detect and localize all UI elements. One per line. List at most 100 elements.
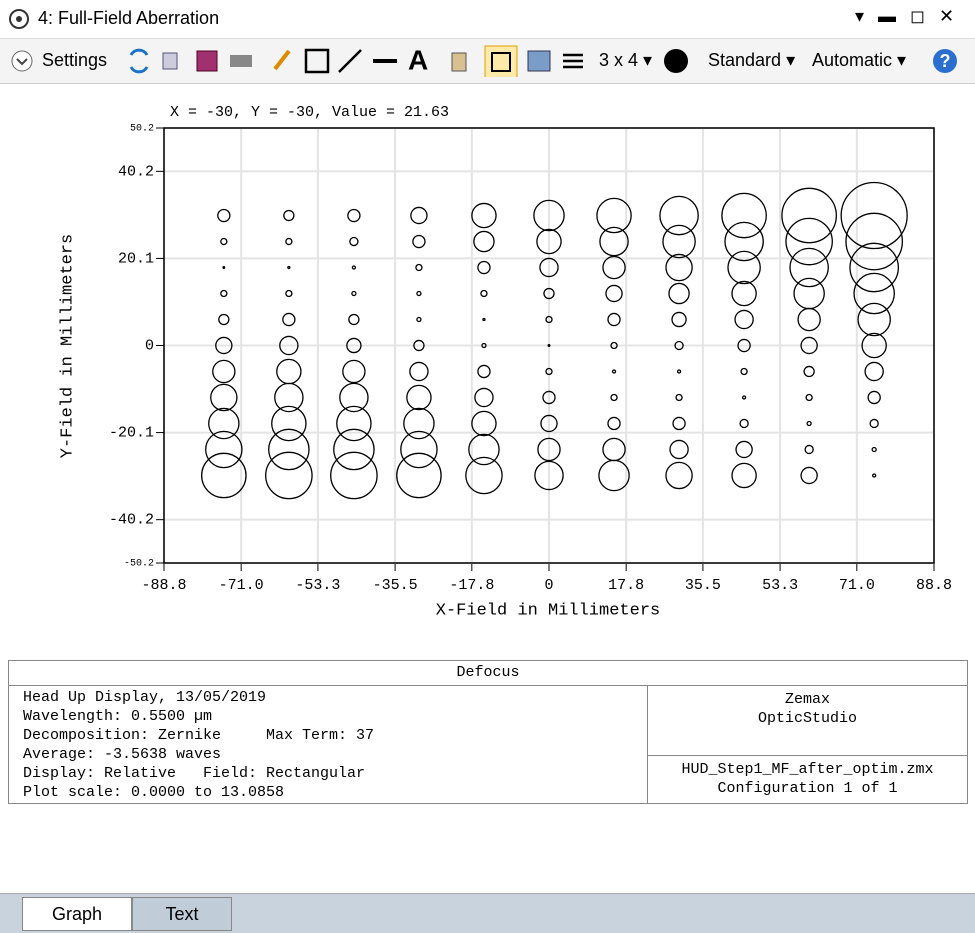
bubble (533, 199, 565, 232)
y-tick-label: -40.2 (109, 512, 154, 529)
x-tick-label: -35.5 (373, 577, 418, 594)
print-icon[interactable] (230, 55, 252, 67)
rotate-icon[interactable] (664, 49, 688, 73)
bubble (413, 339, 425, 352)
layers-icon[interactable] (563, 53, 583, 69)
x-tick-label: 35.5 (685, 577, 721, 594)
x-tick-label: 71.0 (839, 577, 875, 594)
bubble (662, 224, 696, 259)
bubble (471, 410, 497, 437)
bubble (674, 340, 684, 351)
bubble (731, 462, 757, 489)
bubble (218, 313, 230, 326)
chart: X = -30, Y = -30, Value = 21.63 X-Field … (58, 104, 952, 621)
bubble (731, 280, 757, 307)
bubble (869, 418, 879, 429)
settings-button[interactable]: Settings (42, 50, 108, 70)
bubble (400, 430, 438, 469)
bubble (840, 181, 908, 250)
bubble (668, 282, 690, 305)
save-icon[interactable] (196, 50, 218, 72)
tab[interactable]: Text (132, 897, 232, 931)
bubble (285, 237, 293, 246)
bubble (805, 393, 813, 402)
scale-dropdown[interactable]: Automatic ▾ (812, 50, 907, 70)
bubble (599, 226, 629, 257)
info-line: Plot scale: 0.0000 to 13.0858 (23, 784, 285, 801)
bubble (348, 313, 360, 326)
svg-text:?: ? (940, 51, 951, 71)
bubble (415, 263, 423, 272)
title-bar: 4: Full-Field Aberration ▾▬◻✕ (0, 0, 975, 39)
bubble (468, 433, 500, 466)
bubble (285, 289, 293, 298)
bubble (539, 257, 559, 278)
file-line: Configuration 1 of 1 (717, 780, 898, 797)
bubble (734, 309, 754, 330)
tab[interactable]: Graph (22, 897, 132, 931)
bubble (268, 428, 310, 471)
rect-icon[interactable] (304, 48, 330, 74)
bubble (215, 336, 233, 355)
mode-dropdown[interactable]: Standard ▾ (708, 50, 796, 70)
bubble (283, 209, 295, 222)
bubble (867, 390, 881, 405)
bubble (477, 364, 491, 379)
bubble (287, 265, 291, 270)
refresh-icon[interactable] (129, 48, 149, 74)
info-left: Head Up Display, 13/05/2019 Wavelength: 0… (9, 686, 648, 803)
bubble (416, 316, 422, 323)
bubble (853, 272, 895, 315)
bubble (669, 439, 689, 460)
company-line: OpticStudio (757, 710, 858, 727)
bubble (872, 473, 877, 478)
y-tick-label: 50.2 (130, 124, 154, 135)
bubble (481, 342, 487, 349)
bubble (545, 315, 553, 324)
arrow-icon[interactable] (338, 49, 362, 73)
pencil-icon[interactable] (273, 49, 291, 71)
bubble (675, 393, 683, 402)
bubble (540, 414, 558, 433)
bubble (222, 266, 226, 269)
bubble (739, 418, 749, 429)
help-icon[interactable]: ? (931, 47, 959, 75)
bubble (349, 236, 359, 247)
bubble (607, 416, 621, 431)
plot-frame (163, 127, 935, 564)
chart-title: X = -30, Y = -30, Value = 21.63 (170, 104, 449, 121)
bubble (279, 335, 299, 356)
bubble (735, 440, 753, 459)
text-icon[interactable]: A (408, 45, 428, 75)
bubble (351, 265, 357, 270)
bubble (737, 338, 751, 353)
grid-icon[interactable] (484, 45, 518, 77)
bubble (797, 307, 821, 332)
window-icon[interactable] (527, 50, 551, 72)
file-line: HUD_Step1_MF_after_optim.zmx (681, 761, 934, 778)
bubble (220, 237, 228, 246)
bubble (210, 383, 238, 412)
bubble (217, 208, 231, 223)
settings-toggle[interactable] (10, 49, 34, 73)
bubble (665, 253, 693, 282)
bubble (410, 206, 428, 225)
x-tick-label: -88.8 (141, 577, 186, 594)
copy-icon[interactable] (162, 52, 178, 70)
lock-icon[interactable] (451, 52, 467, 72)
bubble (610, 393, 618, 402)
bubble (347, 208, 361, 223)
bubble (741, 395, 747, 400)
tab-bar: Graph Text (0, 893, 975, 933)
bubble (536, 228, 562, 255)
layout-dropdown[interactable]: 3 x 4 ▾ (599, 50, 653, 70)
bubble (346, 337, 362, 354)
info-line: Wavelength: 0.5500 µm (23, 708, 213, 725)
window-controls[interactable]: ▾▬◻✕ (855, 6, 969, 26)
bubble (542, 390, 556, 405)
bubble (845, 212, 904, 271)
bubble (471, 202, 497, 229)
bubble (659, 195, 699, 236)
bubble (800, 336, 818, 355)
